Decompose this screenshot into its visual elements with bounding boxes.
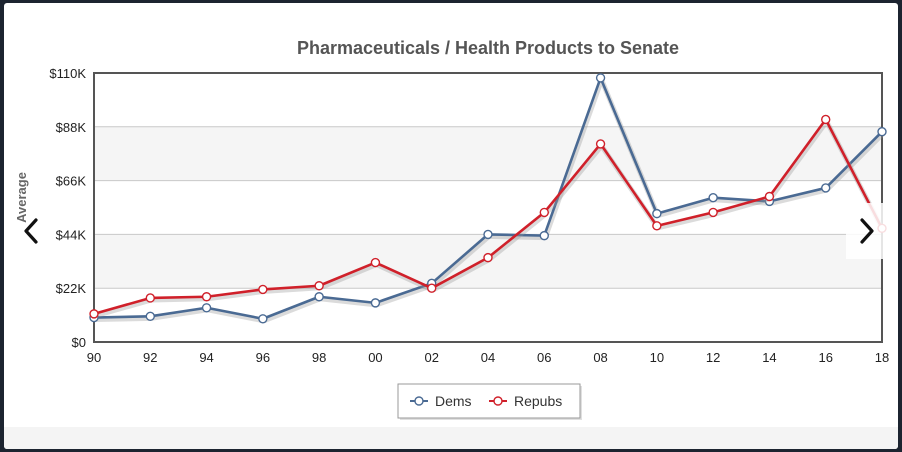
data-point <box>764 191 775 202</box>
legend-marker <box>493 396 503 406</box>
data-point <box>877 126 887 137</box>
legend-label: Repubs <box>514 393 562 409</box>
y-tick-label: $0 <box>72 335 86 350</box>
data-point <box>370 298 381 308</box>
legend-marker <box>414 396 424 406</box>
plot-band <box>94 126 882 181</box>
data-point <box>201 292 212 302</box>
legend: Dems Repubs <box>397 383 582 420</box>
data-point <box>539 230 549 241</box>
x-tick-label: 02 <box>424 350 438 365</box>
y-axis-label: Average <box>14 172 29 223</box>
legend-label: Dems <box>435 393 472 409</box>
chart-title: Pharmaceuticals / Health Products to Sen… <box>297 38 679 58</box>
data-point <box>708 193 718 203</box>
x-tick-label: 92 <box>143 350 157 365</box>
prev-chart-button[interactable] <box>10 203 52 259</box>
data-point <box>652 208 662 219</box>
series-repubs <box>89 114 887 319</box>
data-point <box>145 293 155 303</box>
data-point <box>370 257 381 268</box>
x-tick-label: 00 <box>368 350 382 365</box>
y-tick-label: $44K <box>56 227 87 242</box>
x-tick-label: 90 <box>87 350 101 365</box>
y-tick-label: $66K <box>56 174 87 189</box>
data-point <box>708 207 718 218</box>
line-chart: Pharmaceuticals / Health Products to Sen… <box>14 38 889 420</box>
x-tick-label: 04 <box>481 350 495 365</box>
y-tick-label: $22K <box>56 281 87 296</box>
x-tick-label: 10 <box>650 350 664 365</box>
legend-item-repubs: Repubs <box>489 393 562 409</box>
data-point <box>258 314 268 324</box>
chart-frame: Pharmaceuticals / Health Products to Sen… <box>4 3 898 449</box>
footer-band <box>4 427 898 449</box>
data-point <box>145 311 155 322</box>
x-tick-label: 94 <box>199 350 213 365</box>
data-point <box>652 221 662 231</box>
data-point <box>483 252 493 263</box>
y-tick-label: $110K <box>49 66 86 81</box>
data-point <box>821 183 831 193</box>
data-point <box>483 229 493 240</box>
data-point <box>314 292 324 302</box>
chevron-right-icon <box>860 218 874 244</box>
data-point <box>595 139 606 149</box>
plot-border <box>93 72 883 343</box>
data-point <box>595 73 606 83</box>
x-tick-label: 08 <box>593 350 607 365</box>
next-chart-button[interactable] <box>846 203 888 259</box>
x-tick-label: 18 <box>875 350 889 365</box>
data-point <box>258 284 268 295</box>
data-point <box>89 309 99 319</box>
legend-item-dems: Dems <box>410 393 472 409</box>
x-tick-label: 16 <box>818 350 832 365</box>
data-point <box>201 303 212 313</box>
x-tick-label: 98 <box>312 350 326 365</box>
x-tick-label: 06 <box>537 350 551 365</box>
x-tick-label: 12 <box>706 350 720 365</box>
data-point <box>539 207 549 218</box>
x-tick-label: 96 <box>256 350 270 365</box>
y-tick-label: $88K <box>56 120 87 135</box>
data-point <box>314 281 324 291</box>
data-point <box>821 114 831 125</box>
chevron-left-icon <box>24 218 38 244</box>
x-tick-label: 14 <box>762 350 776 365</box>
data-point <box>427 283 437 293</box>
